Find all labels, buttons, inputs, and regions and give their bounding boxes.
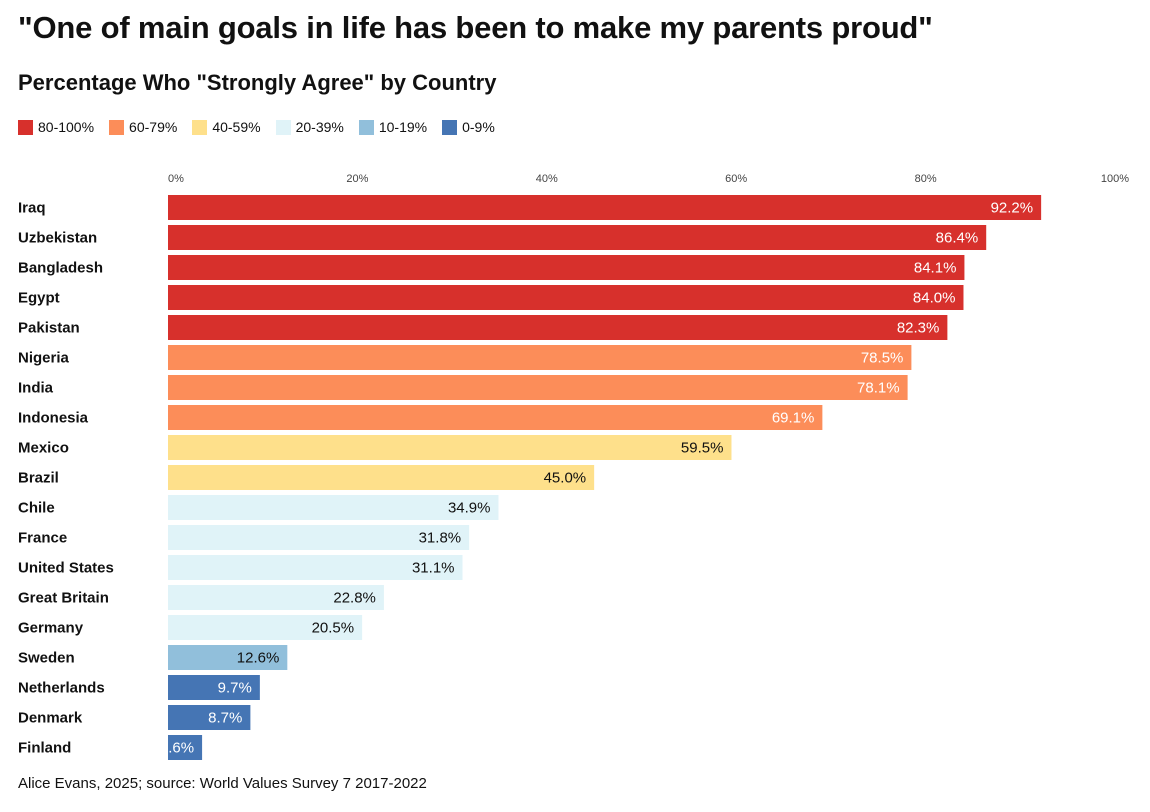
value-label: 84.0% [913, 290, 956, 307]
value-label: 84.1% [914, 260, 957, 277]
bar [168, 225, 987, 250]
bar [168, 405, 823, 430]
legend-swatch [358, 119, 374, 135]
bar [168, 615, 363, 640]
bar [168, 645, 288, 670]
bar [168, 675, 260, 700]
country-label: Chile [18, 500, 55, 517]
bar [168, 495, 499, 520]
legend-swatch [192, 119, 208, 135]
bar [168, 195, 1042, 220]
legend-item: 40-59% [192, 119, 261, 135]
chart-title: "One of main goals in life has been to m… [18, 10, 933, 45]
country-label: Indonesia [18, 410, 89, 427]
x-tick-label: 0% [168, 173, 184, 185]
value-label: 82.3% [897, 320, 940, 337]
bar [168, 435, 732, 460]
country-label: Nigeria [18, 350, 70, 367]
value-label: 78.1% [857, 380, 900, 397]
country-label: Iraq [18, 200, 46, 217]
x-tick-label: 60% [725, 173, 747, 185]
x-tick-label: 80% [915, 173, 937, 185]
country-label: Netherlands [18, 680, 105, 697]
bar [168, 285, 964, 310]
value-label: 78.5% [861, 350, 904, 367]
country-label: Pakistan [18, 320, 80, 337]
country-label: Finland [18, 740, 71, 757]
legend-item: 10-19% [358, 119, 428, 135]
legend-label: 20-39% [295, 119, 344, 135]
value-label: 12.6% [237, 650, 280, 667]
source-note: Alice Evans, 2025; source: World Values … [18, 775, 427, 792]
value-label: 45.0% [544, 470, 587, 487]
value-label: 31.8% [419, 530, 462, 547]
country-label: Uzbekistan [18, 230, 97, 247]
legend: 80-100% 60-79% 40-59% 20-39% 10-19% 0-9% [18, 117, 510, 137]
legend-swatch [442, 119, 458, 135]
bar [168, 465, 595, 490]
legend-label: 60-79% [129, 119, 178, 135]
bar [168, 555, 463, 580]
value-label: 92.2% [991, 200, 1034, 217]
legend-label: 0-9% [462, 119, 495, 135]
bar [168, 345, 912, 370]
legend-label: 80-100% [38, 119, 95, 135]
bar [168, 315, 948, 340]
legend-item: 60-79% [109, 119, 177, 135]
bar [168, 525, 470, 550]
x-tick-label: 20% [346, 173, 368, 185]
bar [168, 705, 251, 730]
legend-label: 40-59% [212, 119, 261, 135]
legend-swatch [275, 119, 291, 135]
x-tick-label: 40% [536, 173, 558, 185]
bar [168, 585, 384, 610]
value-label: 22.8% [333, 590, 376, 607]
value-label: 59.5% [681, 440, 724, 457]
legend-item: 20-39% [275, 119, 344, 135]
value-label: 20.5% [312, 620, 355, 637]
country-label: India [18, 380, 54, 397]
country-label: United States [18, 560, 114, 577]
country-label: Egypt [18, 290, 60, 307]
legend-label: 10-19% [378, 119, 428, 135]
bar-chart: 0% 20% 40% 60% 80% 100% Iraq 92.2% Uzbekistan 86.… [18, 173, 1129, 760]
value-label: 31.1% [412, 560, 455, 577]
value-label: 34.9% [448, 500, 491, 517]
chart-subtitle: Percentage Who "Strongly Agree" by Count… [18, 70, 497, 95]
value-label: 9.7% [218, 680, 252, 697]
country-label: France [18, 530, 67, 547]
country-label: Germany [18, 620, 84, 637]
bar [168, 375, 908, 400]
country-label: Great Britain [18, 590, 109, 607]
country-label: Mexico [18, 440, 69, 457]
value-label: 3.6% [160, 740, 194, 757]
country-label: Denmark [18, 710, 83, 727]
legend-item: 0-9% [442, 119, 495, 135]
value-label: 86.4% [936, 230, 979, 247]
legend-swatch [18, 119, 33, 135]
legend-swatch [109, 119, 125, 135]
x-tick-label: 100% [1101, 173, 1129, 185]
value-label: 8.7% [208, 710, 242, 727]
value-label: 69.1% [772, 410, 815, 427]
legend-item: 80-100% [18, 119, 94, 135]
bar [168, 255, 965, 280]
country-label: Brazil [18, 470, 59, 487]
country-label: Sweden [18, 650, 75, 667]
bar [168, 735, 203, 760]
country-label: Bangladesh [18, 260, 103, 277]
